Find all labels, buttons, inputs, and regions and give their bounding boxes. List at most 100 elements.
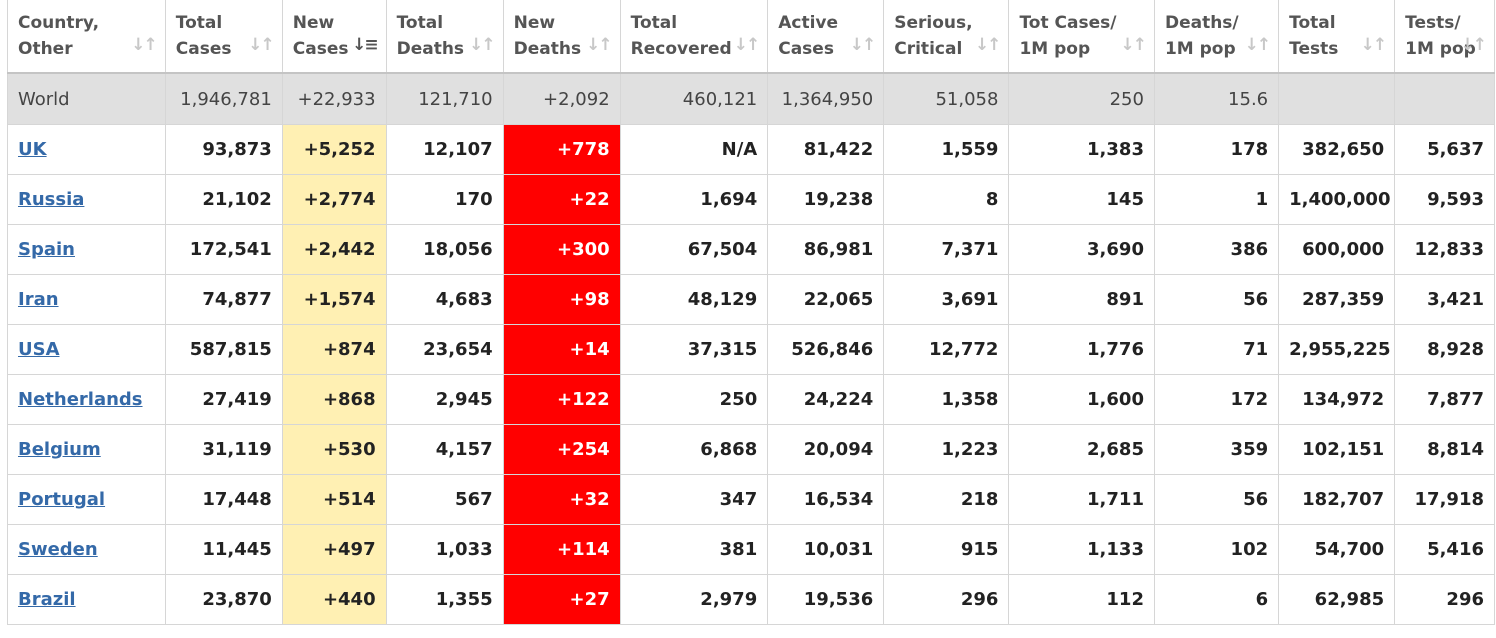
column-header-label-line2: Critical	[894, 39, 963, 59]
column-header-tot-cases-per-1m[interactable]: Tot Cases/1M pop ↓↑	[1008, 0, 1155, 74]
cell-new-cases: +2,774	[281, 174, 387, 225]
column-header-label-line1: New	[292, 13, 335, 33]
column-header-total-cases[interactable]: Total Cases ↓↑	[164, 0, 283, 74]
cell-serious-critical: 8	[883, 174, 1010, 225]
cell-total-deaths: 12,107	[385, 124, 504, 175]
sort-both-icon[interactable]: ↓↑	[733, 35, 760, 55]
cell-new-cases: +497	[281, 524, 387, 575]
cell-serious-critical: 915	[883, 524, 1010, 575]
cell-serious-critical: 12,772	[883, 324, 1010, 375]
cell-new-deaths: +122	[502, 374, 621, 425]
column-header-tests-per-1m[interactable]: Tests/1M pop ↓↑	[1394, 0, 1495, 74]
cell-tot-cases-per-1m: 1,600	[1008, 374, 1155, 425]
column-header-new-cases[interactable]: New Cases ↓≡	[281, 0, 387, 74]
cell-new-deaths: +2,092	[502, 72, 621, 125]
cell-country: Spain	[7, 224, 166, 275]
column-header-total-recovered[interactable]: Total Recovered ↓↑	[619, 0, 769, 74]
cell-tests-per-1m: 8,928	[1394, 324, 1495, 375]
country-link[interactable]: Russia	[18, 189, 85, 210]
sort-descending-icon[interactable]: ↓≡	[352, 35, 378, 55]
cell-country: Iran	[7, 274, 166, 325]
table-row: Russia 21,102 +2,774 170 +22 1,694 19,238 8 145 1…	[7, 174, 1495, 225]
cell-deaths-per-1m: 15.6	[1153, 72, 1280, 125]
cell-active-cases: 19,238	[767, 174, 885, 225]
cell-tot-cases-per-1m: 891	[1008, 274, 1155, 325]
sort-both-icon[interactable]: ↓↑	[248, 35, 274, 55]
country-link[interactable]: Belgium	[18, 439, 101, 460]
sort-both-icon[interactable]: ↓↑	[131, 35, 157, 55]
cell-total-recovered: 460,121	[619, 72, 769, 125]
cell-total-deaths: 2,945	[385, 374, 504, 425]
cell-total-cases: 27,419	[164, 374, 283, 425]
cell-total-recovered: 67,504	[619, 224, 769, 275]
cell-tests-per-1m: 3,421	[1394, 274, 1495, 325]
table-row: Netherlands 27,419 +868 2,945 +122 250 24,224 1…	[7, 374, 1495, 425]
cell-total-cases: 31,119	[164, 424, 283, 475]
sort-both-icon[interactable]: ↓↑	[1120, 35, 1146, 55]
column-header-label-line1: Tot Cases/	[1019, 13, 1117, 33]
cell-total-tests: 62,985	[1278, 574, 1396, 625]
column-header-label-line1: Total	[175, 13, 223, 33]
country-link[interactable]: Netherlands	[18, 389, 143, 410]
sort-both-icon[interactable]: ↓↑	[586, 35, 612, 55]
cell-total-recovered: 381	[619, 524, 769, 575]
cell-total-tests: 54,700	[1278, 524, 1396, 575]
cell-serious-critical: 218	[883, 474, 1010, 525]
cell-deaths-per-1m: 6	[1153, 574, 1280, 625]
cell-new-cases: +5,252	[281, 124, 387, 175]
cell-tot-cases-per-1m: 3,690	[1008, 224, 1155, 275]
cell-tests-per-1m: 7,877	[1394, 374, 1495, 425]
column-header-label-line2: Cases	[175, 39, 232, 59]
sort-both-icon[interactable]: ↓↑	[469, 35, 495, 55]
cell-new-cases: +1,574	[281, 274, 387, 325]
cell-total-deaths: 18,056	[385, 224, 504, 275]
cell-active-cases: 20,094	[767, 424, 885, 475]
country-link[interactable]: Sweden	[18, 539, 98, 560]
country-link[interactable]: Portugal	[18, 489, 106, 510]
country-link[interactable]: Spain	[18, 239, 75, 260]
cell-total-deaths: 23,654	[385, 324, 504, 375]
cell-total-tests	[1278, 72, 1396, 125]
country-link[interactable]: Iran	[18, 289, 59, 310]
column-header-label-line1: Active	[778, 13, 839, 33]
cell-total-recovered: 37,315	[619, 324, 769, 375]
column-header-total-tests[interactable]: Total Tests ↓↑	[1278, 0, 1396, 74]
cell-total-tests: 287,359	[1278, 274, 1396, 325]
column-header-new-deaths[interactable]: New Deaths ↓↑	[502, 0, 621, 74]
column-header-deaths-per-1m[interactable]: Deaths/1M pop ↓↑	[1153, 0, 1280, 74]
cell-tot-cases-per-1m: 112	[1008, 574, 1155, 625]
column-header-serious-critical[interactable]: Serious, Critical ↓↑	[883, 0, 1010, 74]
cell-total-tests: 382,650	[1278, 124, 1396, 175]
cell-active-cases: 81,422	[767, 124, 885, 175]
cell-tests-per-1m: 17,918	[1394, 474, 1495, 525]
country-link[interactable]: UK	[18, 139, 47, 160]
country-link[interactable]: Brazil	[18, 589, 76, 610]
sort-both-icon[interactable]: ↓↑	[1360, 35, 1387, 55]
sort-both-icon[interactable]: ↓↑	[1460, 35, 1487, 55]
table-row: UK 93,873 +5,252 12,107 +778 N/A 81,422 1,559 1,…	[7, 124, 1495, 175]
sort-both-icon[interactable]: ↓↑	[849, 35, 876, 55]
cell-country: USA	[7, 324, 166, 375]
column-header-active-cases[interactable]: Active Cases ↓↑	[767, 0, 885, 74]
column-header-label-line2: Cases	[292, 39, 349, 59]
cell-active-cases: 86,981	[767, 224, 885, 275]
cell-new-cases: +514	[281, 474, 387, 525]
sort-both-icon[interactable]: ↓↑	[1244, 35, 1271, 55]
cell-total-recovered: 48,129	[619, 274, 769, 325]
header-row: Country, Other ↓↑ Total Cases ↓↑ New Cases ↓≡ Tot…	[7, 0, 1495, 74]
table-row: Brazil 23,870 +440 1,355 +27 2,979 19,536 296 11…	[7, 574, 1495, 625]
cell-tot-cases-per-1m: 1,776	[1008, 324, 1155, 375]
sort-both-icon[interactable]: ↓↑	[974, 35, 1001, 55]
column-header-country[interactable]: Country, Other ↓↑	[7, 0, 166, 74]
table-row: Belgium 31,119 +530 4,157 +254 6,868 20,094 1,2…	[7, 424, 1495, 475]
column-header-label-line2: 1M pop	[1405, 39, 1476, 59]
column-header-total-deaths[interactable]: Total Deaths ↓↑	[385, 0, 504, 74]
cell-total-cases: 587,815	[164, 324, 283, 375]
country-link[interactable]: USA	[18, 339, 60, 360]
cell-new-deaths: +114	[502, 524, 621, 575]
cell-tot-cases-per-1m: 250	[1008, 72, 1155, 125]
column-header-label-line1: Country,	[18, 13, 100, 33]
cell-total-recovered: 347	[619, 474, 769, 525]
cell-total-recovered: 1,694	[619, 174, 769, 225]
cell-tests-per-1m: 8,814	[1394, 424, 1495, 475]
